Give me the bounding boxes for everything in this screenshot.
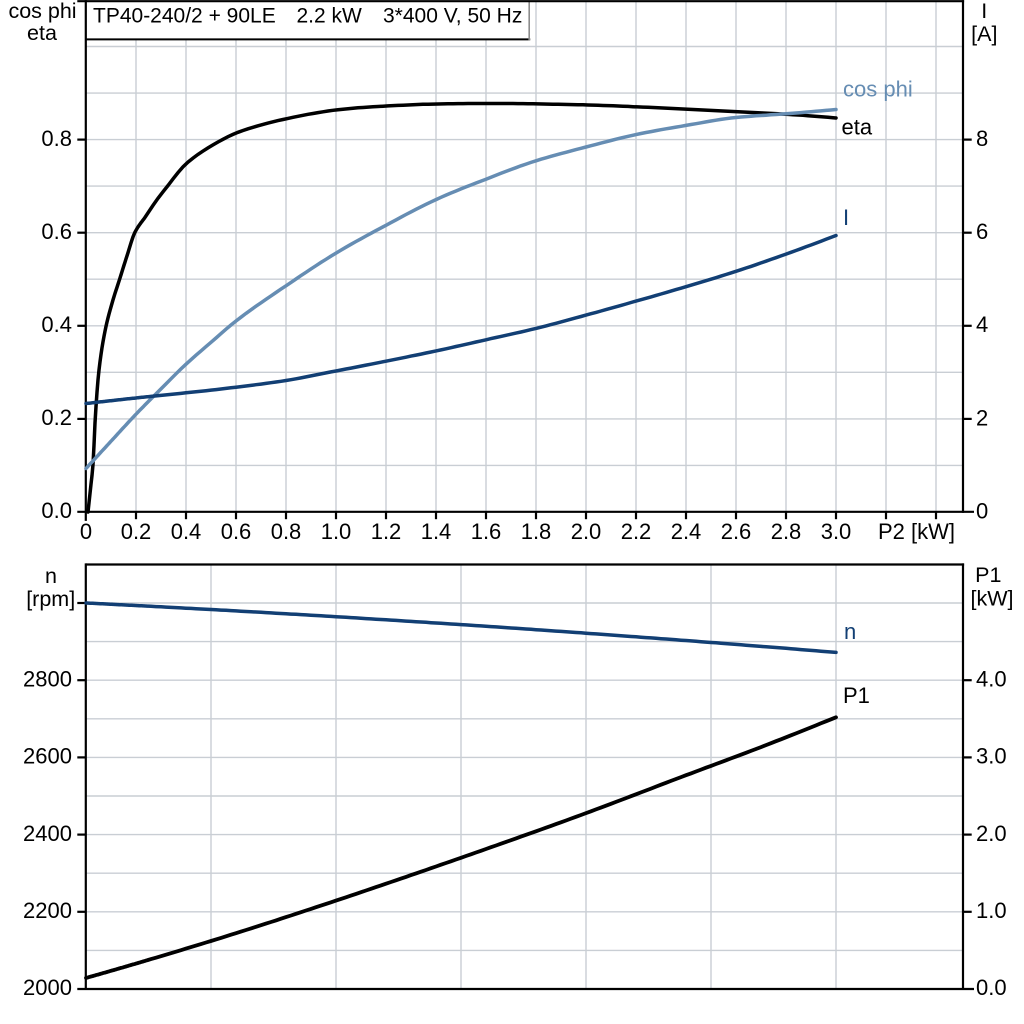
svg-text:2.8: 2.8 [771,519,802,544]
svg-text:1.0: 1.0 [321,519,352,544]
svg-text:I: I [981,0,987,23]
svg-text:0.6: 0.6 [221,519,252,544]
svg-text:2.2: 2.2 [621,519,652,544]
svg-text:0: 0 [80,519,92,544]
svg-text:2400: 2400 [23,821,72,846]
svg-text:[rpm]: [rpm] [26,587,75,611]
svg-text:0.4: 0.4 [171,519,202,544]
svg-text:P2 [kW]: P2 [kW] [878,519,955,544]
svg-text:3.0: 3.0 [821,519,852,544]
svg-text:3*400 V, 50 Hz: 3*400 V, 50 Hz [383,5,522,28]
svg-text:8: 8 [976,126,988,151]
svg-text:3.0: 3.0 [976,744,1007,769]
svg-text:2600: 2600 [23,744,72,769]
svg-text:eta: eta [842,115,873,140]
svg-text:2200: 2200 [23,898,72,923]
svg-text:2: 2 [976,405,988,430]
svg-text:0.4: 0.4 [41,312,72,337]
svg-text:4: 4 [976,312,988,337]
svg-text:n: n [844,619,856,644]
svg-text:0.2: 0.2 [121,519,152,544]
svg-text:1.8: 1.8 [521,519,552,544]
svg-text:n: n [45,564,57,588]
svg-text:4.0: 4.0 [976,666,1007,691]
svg-text:P1: P1 [843,683,870,708]
svg-text:0.0: 0.0 [41,498,72,523]
svg-text:I: I [843,205,849,230]
svg-text:P1: P1 [975,563,1001,587]
svg-text:TP40-240/2 + 90LE: TP40-240/2 + 90LE [93,5,276,28]
svg-text:6: 6 [976,219,988,244]
svg-text:[A]: [A] [971,22,997,46]
svg-text:2.0: 2.0 [976,821,1007,846]
svg-text:[kW]: [kW] [971,586,1014,610]
svg-text:cos phi: cos phi [8,0,76,23]
svg-text:1.0: 1.0 [976,898,1007,923]
svg-text:1.4: 1.4 [421,519,452,544]
svg-text:2.2 kW: 2.2 kW [297,5,363,28]
svg-text:2.4: 2.4 [671,519,702,544]
svg-text:0: 0 [976,498,988,523]
svg-text:eta: eta [27,21,57,45]
svg-text:0.2: 0.2 [41,405,72,430]
svg-text:0.8: 0.8 [271,519,302,544]
svg-text:0.8: 0.8 [41,126,72,151]
svg-text:0.0: 0.0 [976,975,1007,1000]
svg-text:1.2: 1.2 [371,519,402,544]
svg-text:2.0: 2.0 [571,519,602,544]
svg-text:2800: 2800 [23,666,72,691]
svg-text:0.6: 0.6 [41,219,72,244]
svg-text:2000: 2000 [23,975,72,1000]
svg-text:cos phi: cos phi [843,77,913,102]
svg-text:1.6: 1.6 [471,519,502,544]
svg-text:2.6: 2.6 [721,519,752,544]
